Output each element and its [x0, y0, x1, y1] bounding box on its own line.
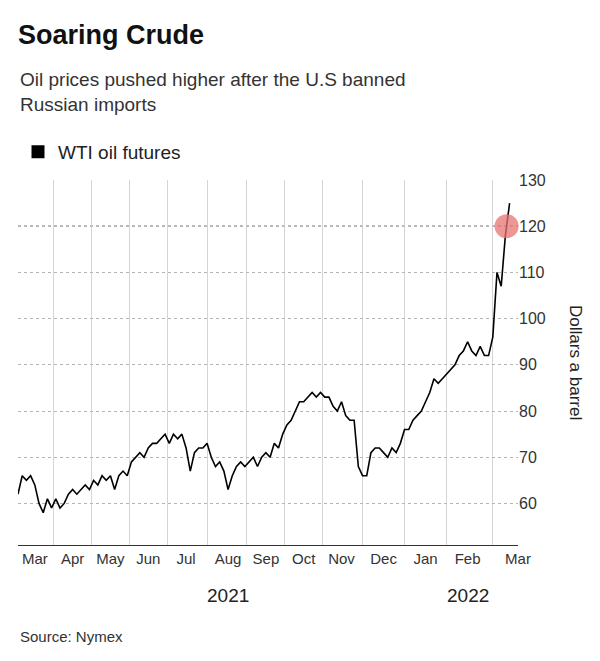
svg-text:110: 110 — [519, 264, 545, 281]
svg-text:WTI oil futures: WTI oil futures — [58, 142, 180, 163]
svg-text:2021: 2021 — [207, 585, 249, 606]
svg-text:Sep: Sep — [253, 550, 280, 567]
svg-text:May: May — [96, 550, 125, 567]
svg-text:70: 70 — [519, 449, 537, 466]
svg-text:Mar: Mar — [22, 550, 48, 567]
svg-text:Source: Nymex: Source: Nymex — [20, 628, 123, 645]
svg-text:130: 130 — [519, 172, 546, 189]
svg-text:Jan: Jan — [413, 550, 437, 567]
svg-text:Jul: Jul — [176, 550, 195, 567]
svg-text:80: 80 — [519, 403, 537, 420]
svg-text:Dollars a barrel: Dollars a barrel — [566, 305, 585, 420]
svg-text:100: 100 — [519, 310, 546, 327]
svg-text:60: 60 — [519, 495, 537, 512]
svg-text:Mar: Mar — [505, 550, 531, 567]
svg-text:Apr: Apr — [61, 550, 84, 567]
svg-text:Dec: Dec — [370, 550, 397, 567]
svg-text:Jun: Jun — [136, 550, 160, 567]
svg-text:Nov: Nov — [328, 550, 355, 567]
svg-text:Soaring Crude: Soaring Crude — [18, 20, 204, 50]
svg-text:2022: 2022 — [447, 585, 489, 606]
svg-text:90: 90 — [519, 356, 537, 373]
svg-text:Oct: Oct — [292, 550, 316, 567]
svg-text:Feb: Feb — [455, 550, 481, 567]
svg-text:Aug: Aug — [215, 550, 242, 567]
svg-text:Oil prices pushed higher after: Oil prices pushed higher after the U.S b… — [20, 69, 406, 115]
svg-text:120: 120 — [519, 218, 546, 235]
